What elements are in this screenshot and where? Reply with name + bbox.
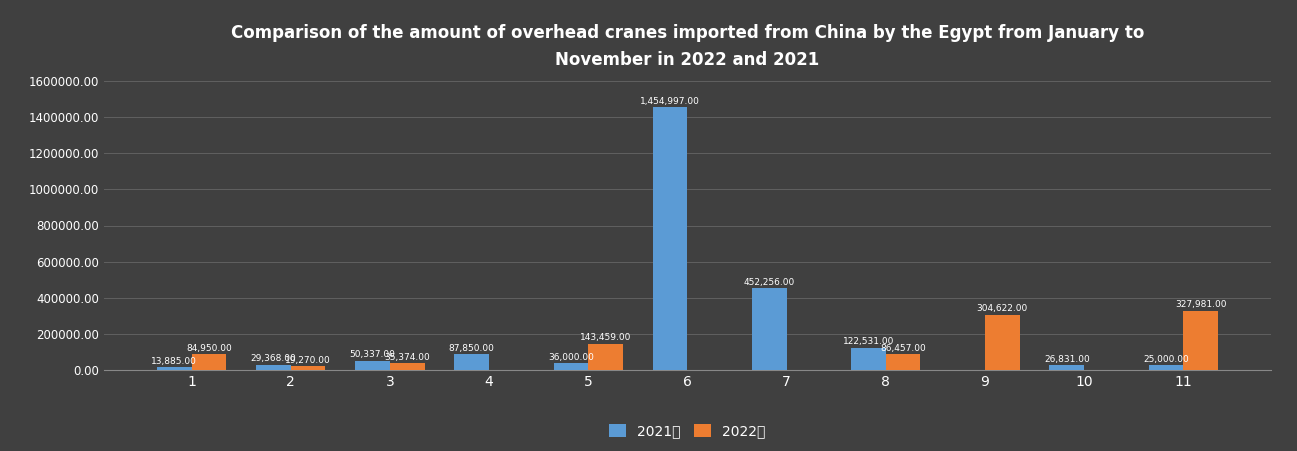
Bar: [390, 364, 424, 370]
Bar: [851, 348, 886, 370]
Bar: [355, 361, 390, 370]
Text: 327,981.00: 327,981.00: [1175, 300, 1227, 309]
Bar: [192, 354, 226, 370]
Text: 452,256.00: 452,256.00: [743, 278, 795, 287]
Title: Comparison of the amount of overhead cranes imported from China by the Egypt fro: Comparison of the amount of overhead cra…: [231, 24, 1144, 69]
Text: 84,950.00: 84,950.00: [185, 344, 232, 353]
Bar: [454, 354, 489, 370]
Bar: [157, 367, 192, 370]
Text: 19,270.00: 19,270.00: [285, 356, 331, 365]
Text: 26,831.00: 26,831.00: [1044, 354, 1089, 364]
Bar: [1149, 365, 1183, 370]
Text: 86,457.00: 86,457.00: [881, 344, 926, 353]
Bar: [256, 364, 291, 370]
Bar: [291, 366, 326, 370]
Bar: [652, 107, 687, 370]
Bar: [1049, 365, 1084, 370]
Bar: [554, 364, 589, 370]
Text: 25,000.00: 25,000.00: [1143, 355, 1189, 364]
Legend: 2021年, 2022年: 2021年, 2022年: [603, 419, 772, 444]
Text: 304,622.00: 304,622.00: [977, 304, 1029, 313]
Bar: [886, 354, 921, 370]
Text: 1,454,997.00: 1,454,997.00: [641, 97, 700, 106]
Text: 29,368.00: 29,368.00: [250, 354, 296, 363]
Bar: [1183, 311, 1218, 370]
Text: 35,374.00: 35,374.00: [384, 353, 431, 362]
Text: 143,459.00: 143,459.00: [580, 333, 632, 342]
Bar: [984, 315, 1019, 370]
Text: 50,337.00: 50,337.00: [350, 350, 396, 359]
Text: 13,885.00: 13,885.00: [152, 357, 197, 366]
Text: 36,000.00: 36,000.00: [547, 353, 594, 362]
Bar: [752, 288, 786, 370]
Text: 87,850.00: 87,850.00: [449, 344, 494, 353]
Text: 122,531.00: 122,531.00: [843, 337, 894, 346]
Bar: [589, 344, 623, 370]
